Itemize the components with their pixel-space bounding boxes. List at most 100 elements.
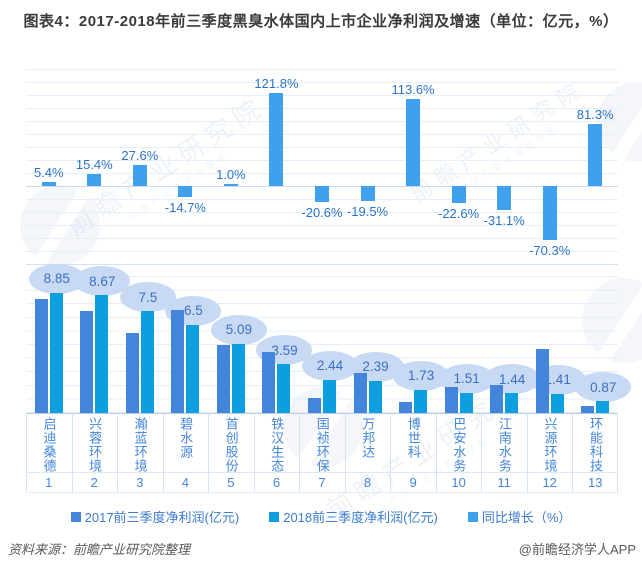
bar-2017 bbox=[171, 309, 185, 413]
category-separator bbox=[572, 413, 574, 492]
bar-2018 bbox=[368, 380, 382, 413]
category-label: 铁汉生态 bbox=[269, 417, 285, 473]
value-ellipse: 5.09 bbox=[210, 314, 267, 345]
growth-bar bbox=[315, 186, 329, 202]
bar-2017 bbox=[216, 344, 230, 413]
bar-2018 bbox=[596, 401, 610, 413]
category-number: 10 bbox=[451, 475, 466, 490]
growth-label: -31.1% bbox=[483, 212, 525, 228]
category-separator bbox=[435, 413, 437, 492]
legend-label-2017: 2017前三季度净利润(亿元) bbox=[84, 510, 240, 525]
growth-label: -19.5% bbox=[346, 203, 389, 219]
growth-label: -20.6% bbox=[301, 204, 343, 220]
bar-2017 bbox=[581, 406, 595, 413]
growth-label: 81.3% bbox=[576, 106, 614, 122]
category-number: 13 bbox=[587, 475, 603, 490]
category-label: 瀚蓝环境 bbox=[132, 417, 148, 473]
credit-badge: @前瞻经济学人APP bbox=[518, 542, 636, 557]
bar-2017 bbox=[125, 333, 139, 413]
bar-2017 bbox=[34, 299, 48, 413]
category-separator bbox=[344, 413, 346, 492]
category-label: 兴源环境 bbox=[542, 417, 558, 473]
category-label: 环能科技 bbox=[587, 417, 603, 473]
legend-label-growth: 同比增长（%） bbox=[481, 510, 572, 525]
bar-2017 bbox=[353, 372, 367, 413]
bar-2017 bbox=[399, 402, 413, 413]
bar-2018 bbox=[277, 364, 291, 413]
bar-2018 bbox=[550, 393, 564, 413]
bar-2018 bbox=[323, 379, 336, 413]
legend-item-growth: 同比增长（%） bbox=[467, 507, 572, 526]
category-label: 博世科 bbox=[405, 417, 421, 459]
bar-2017 bbox=[535, 348, 549, 413]
bar-2017 bbox=[444, 386, 458, 413]
growth-bar bbox=[497, 186, 512, 210]
growth-bar bbox=[269, 92, 284, 186]
category-number: 3 bbox=[136, 475, 144, 490]
legend-label-2018: 2018前三季度净利润(亿元) bbox=[283, 510, 438, 525]
label-number-divider bbox=[26, 472, 618, 473]
category-separator bbox=[162, 413, 164, 492]
value-ellipse: 0.87 bbox=[575, 372, 632, 403]
category-number: 7 bbox=[318, 475, 326, 490]
source-note: 资料来源：前瞻产业研究院整理 bbox=[8, 542, 191, 557]
growth-bar bbox=[360, 186, 375, 201]
category-axis bbox=[26, 413, 618, 414]
growth-label: -70.3% bbox=[529, 242, 571, 258]
category-separator bbox=[390, 413, 392, 492]
category-separator bbox=[617, 413, 618, 492]
legend: 2017前三季度净利润(亿元) 2018前三季度净利润(亿元) 同比增长（%） bbox=[0, 507, 642, 526]
legend-item-2018: 2018前三季度净利润(亿元) bbox=[269, 507, 438, 526]
growth-bar bbox=[406, 99, 421, 186]
category-label: 国祯环保 bbox=[314, 417, 330, 473]
growth-label: 1.0% bbox=[216, 167, 246, 182]
category-number: 11 bbox=[497, 475, 511, 490]
chart-title: 图表4：2017-2018年前三季度黑臭水体国内上市企业净利润及增速（单位：亿元… bbox=[23, 13, 619, 30]
legend-item-2017: 2017前三季度净利润(亿元) bbox=[70, 507, 240, 526]
growth-bar bbox=[588, 123, 603, 186]
category-number: 12 bbox=[542, 475, 557, 490]
bar-2017 bbox=[308, 398, 321, 413]
category-label: 启迪桑德 bbox=[41, 417, 57, 473]
bar-2018 bbox=[505, 393, 519, 413]
growth-label: 121.8% bbox=[254, 75, 299, 91]
growth-label: 27.6% bbox=[121, 147, 159, 163]
category-number: 5 bbox=[227, 475, 235, 490]
bar-2018 bbox=[231, 343, 245, 413]
growth-bar bbox=[132, 164, 147, 186]
growth-bar bbox=[542, 186, 557, 240]
category-label: 巴安水务 bbox=[451, 417, 467, 473]
bar-2018 bbox=[186, 324, 200, 413]
legend-swatch-growth bbox=[467, 511, 478, 522]
category-separator bbox=[117, 413, 119, 492]
category-separator bbox=[481, 413, 483, 492]
category-separator bbox=[71, 413, 73, 492]
growth-label: 15.4% bbox=[75, 157, 113, 173]
category-separator bbox=[26, 413, 27, 492]
bar-2017 bbox=[80, 311, 94, 413]
growth-bar bbox=[178, 186, 193, 198]
growth-bar bbox=[87, 174, 102, 186]
bar-2018 bbox=[95, 295, 109, 413]
category-separator bbox=[299, 413, 301, 492]
category-separator bbox=[208, 413, 210, 492]
category-number: 8 bbox=[363, 475, 372, 490]
category-label: 江南水务 bbox=[496, 417, 512, 473]
legend-swatch-2017 bbox=[70, 511, 81, 522]
growth-label: 5.4% bbox=[33, 164, 64, 180]
bar-2018 bbox=[414, 389, 428, 413]
growth-label: -22.6% bbox=[438, 206, 480, 222]
growth-bar bbox=[451, 186, 466, 204]
category-separator bbox=[526, 413, 528, 492]
bar-2017 bbox=[490, 384, 504, 413]
category-number: 4 bbox=[181, 475, 189, 490]
category-number: 6 bbox=[272, 475, 281, 490]
category-label: 首创股份 bbox=[223, 417, 239, 473]
category-number: 1 bbox=[45, 475, 53, 490]
category-label: 兴蓉环境 bbox=[87, 417, 103, 473]
legend-swatch-2018 bbox=[269, 511, 280, 522]
category-label: 碧水源 bbox=[178, 417, 194, 459]
chart-layer: 8.85 5.4% 启迪桑德 1 8.67 15.4% 兴蓉环境 2 7.5 27.6% 瀚蓝环境 3… bbox=[26, 0, 632, 564]
growth-bar bbox=[41, 181, 56, 186]
